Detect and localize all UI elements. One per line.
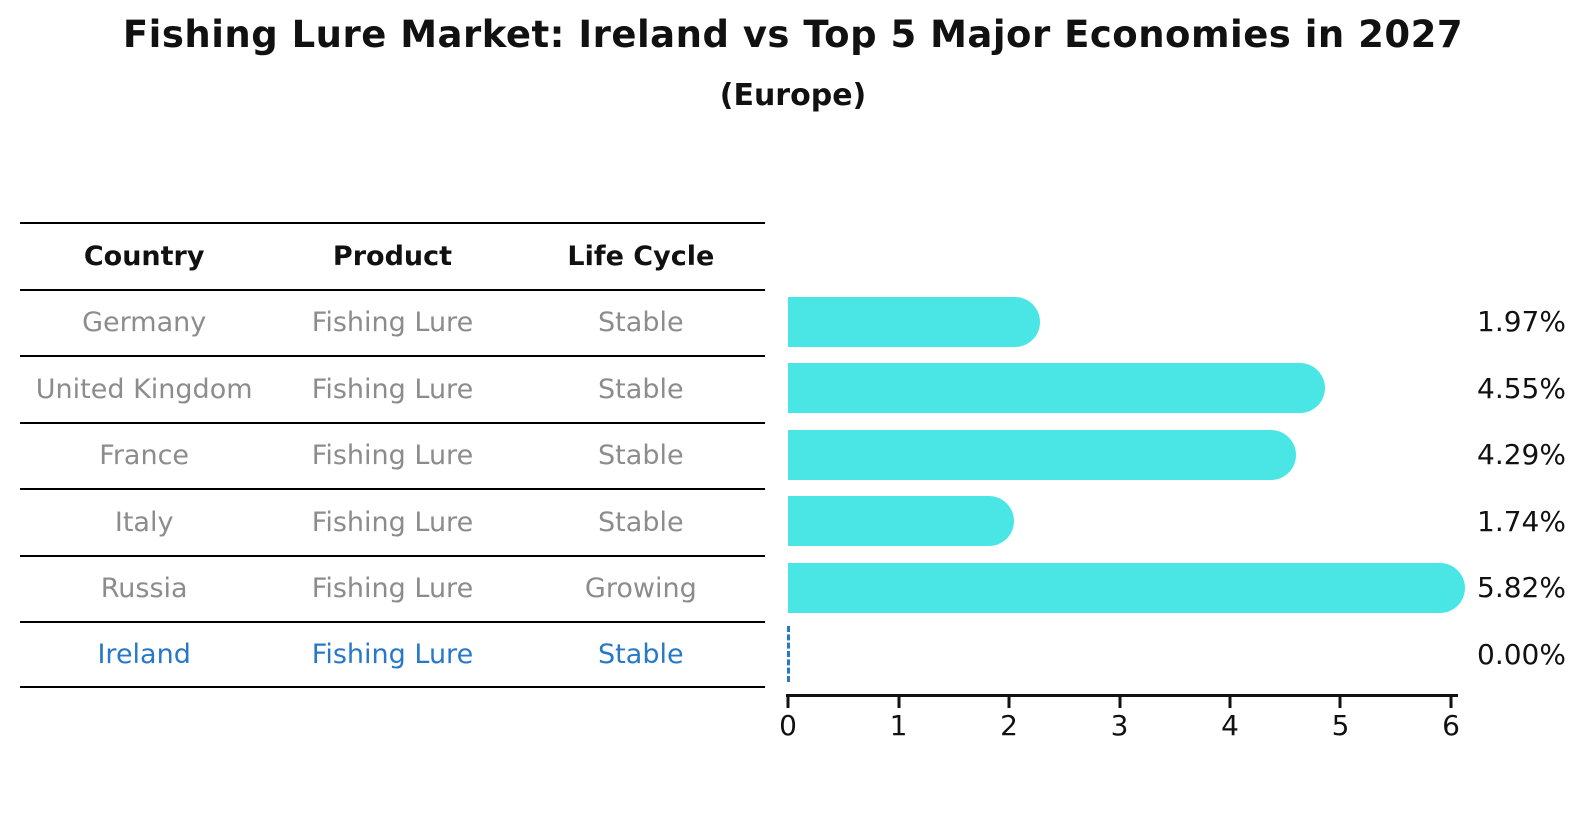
ireland-zero-dashed-marker — [787, 626, 790, 683]
life-cycle-cell: Stable — [598, 506, 684, 538]
bar-united-kingdom — [788, 363, 1325, 414]
chart-title: Fishing Lure Market: Ireland vs Top 5 Ma… — [122, 13, 1464, 56]
value-label-germany: 1.97% — [1477, 305, 1566, 339]
product-cell: Fishing Lure — [311, 373, 474, 405]
table-row-ireland: Ireland Fishing Lure Stable — [20, 621, 765, 688]
bar-france — [788, 429, 1297, 480]
bar-band-united-kingdom — [788, 355, 1451, 422]
country-cell: France — [99, 440, 190, 472]
bar-band-italy — [788, 488, 1451, 555]
x-axis-line — [786, 694, 1458, 697]
column-header-product: Product — [332, 240, 453, 272]
value-label-italy: 1.74% — [1477, 504, 1566, 538]
tick-mark — [1228, 696, 1232, 708]
table-row-russia: Russia Fishing Lure Growing — [20, 554, 765, 622]
life-cycle-cell: Growing — [584, 573, 697, 605]
value-label-russia: 5.82% — [1477, 571, 1566, 605]
tick-mark — [786, 696, 790, 708]
table-row-france: France Fishing Lure Stable — [20, 421, 765, 489]
tick-label-1: 1 — [889, 709, 908, 742]
column-header-life-cycle: Life Cycle — [567, 240, 715, 272]
tick-mark — [897, 696, 900, 708]
country-table: Country Product Life Cycle Germany Fishi… — [20, 222, 765, 688]
table-header-row: Country Product Life Cycle — [20, 222, 765, 289]
product-cell: Fishing Lure — [311, 440, 474, 472]
tick-label-4: 4 — [1221, 709, 1239, 742]
chart-subtitle: (Europe) — [719, 78, 867, 113]
bar-plot-area — [787, 289, 1466, 688]
country-cell: Russia — [100, 573, 188, 605]
tick-label-2: 2 — [1000, 709, 1018, 742]
value-label-united-kingdom: 4.55% — [1477, 371, 1566, 405]
bar-germany — [788, 296, 1040, 347]
tick-mark — [1449, 696, 1453, 708]
country-cell: Germany — [82, 307, 207, 339]
tick-label-0: 0 — [779, 709, 797, 742]
tick-label-3: 3 — [1110, 709, 1129, 742]
product-cell: Fishing Lure — [311, 573, 474, 605]
country-cell: Italy — [114, 506, 174, 538]
column-header-country: Country — [83, 240, 205, 272]
table-row-germany: Germany Fishing Lure Stable — [20, 288, 765, 356]
tick-mark — [1118, 696, 1121, 708]
x-axis-tick-labels: 0 1 2 3 4 5 6 — [779, 709, 1460, 743]
table-row-united-kingdom: United Kingdom Fishing Lure Stable — [20, 355, 765, 422]
product-cell: Fishing Lure — [311, 307, 474, 339]
table-row-italy: Italy Fishing Lure Stable — [20, 488, 765, 555]
bar-italy — [788, 496, 1015, 547]
tick-label-6: 6 — [1442, 709, 1460, 742]
life-cycle-cell: Stable — [598, 638, 684, 670]
bar-russia — [788, 562, 1466, 613]
life-cycle-cell: Stable — [598, 307, 684, 339]
tick-label-5: 5 — [1331, 709, 1350, 742]
product-cell: Fishing Lure — [311, 638, 474, 670]
value-label-france: 4.29% — [1477, 438, 1566, 472]
bar-band-russia — [788, 555, 1466, 622]
value-label-ireland: 0.00% — [1477, 637, 1566, 671]
product-cell: Fishing Lure — [311, 506, 474, 538]
bar-band-ireland — [787, 621, 1451, 688]
tick-mark — [1338, 696, 1342, 708]
value-label-column: 1.97% 4.55% 4.29% 1.74% 5.82% 0.00% — [1477, 289, 1582, 688]
life-cycle-cell: Stable — [598, 440, 684, 472]
bar-band-france — [788, 422, 1451, 489]
country-cell: Ireland — [97, 638, 191, 670]
tick-mark — [1007, 696, 1011, 708]
bar-band-germany — [788, 289, 1451, 356]
x-axis-ticks — [786, 696, 1453, 708]
life-cycle-cell: Stable — [598, 373, 684, 405]
country-cell: United Kingdom — [35, 373, 253, 405]
